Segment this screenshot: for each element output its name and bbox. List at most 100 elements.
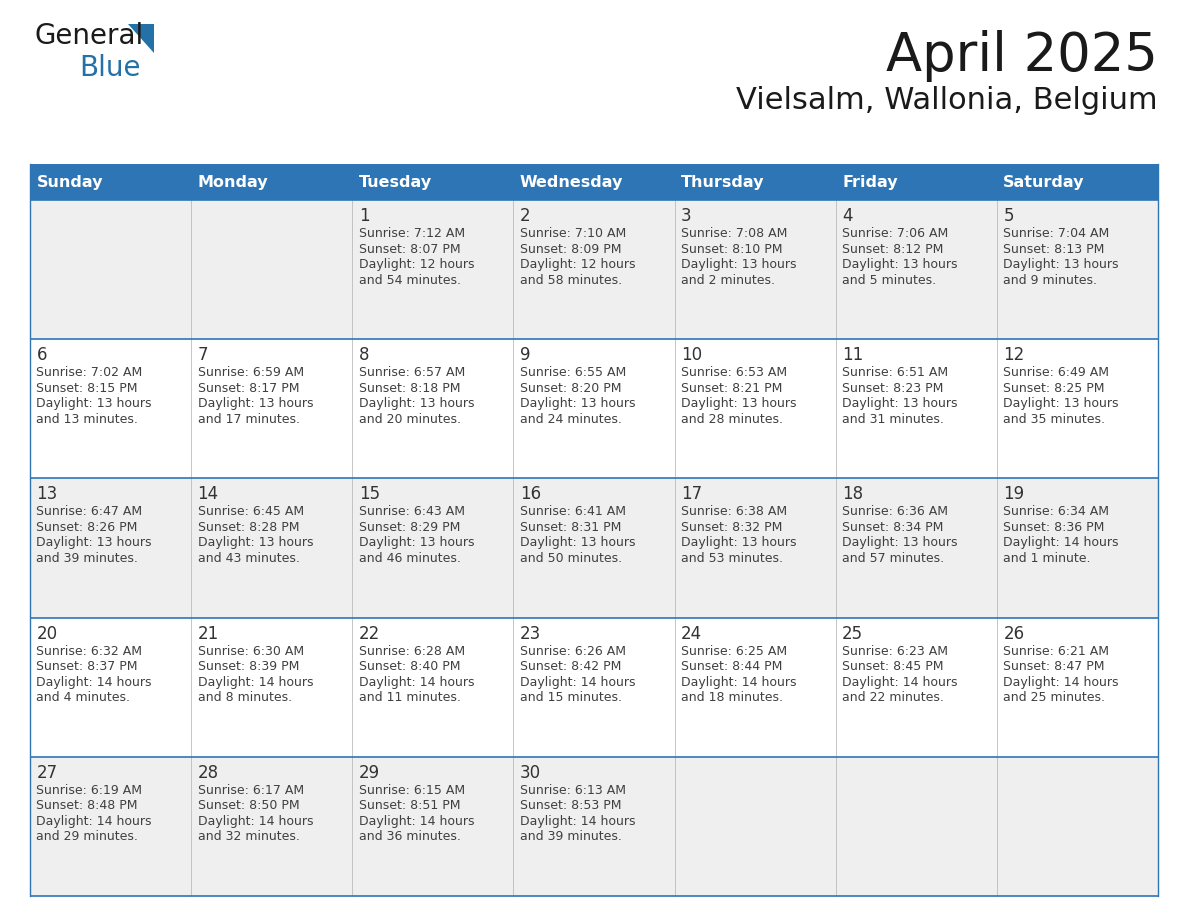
Text: 3: 3 (681, 207, 691, 225)
Text: Sunset: 8:42 PM: Sunset: 8:42 PM (520, 660, 621, 673)
Text: Sunset: 8:47 PM: Sunset: 8:47 PM (1004, 660, 1105, 673)
Text: 17: 17 (681, 486, 702, 503)
Text: and 57 minutes.: and 57 minutes. (842, 552, 944, 565)
Text: Sunset: 8:34 PM: Sunset: 8:34 PM (842, 521, 943, 534)
Text: Daylight: 14 hours: Daylight: 14 hours (842, 676, 958, 688)
Text: Sunrise: 6:53 AM: Sunrise: 6:53 AM (681, 366, 788, 379)
Polygon shape (128, 24, 154, 53)
Text: Sunrise: 7:02 AM: Sunrise: 7:02 AM (37, 366, 143, 379)
Text: Sunset: 8:18 PM: Sunset: 8:18 PM (359, 382, 460, 395)
Text: Monday: Monday (197, 174, 268, 189)
Text: 29: 29 (359, 764, 380, 782)
Text: April 2025: April 2025 (886, 30, 1158, 82)
Text: 30: 30 (520, 764, 541, 782)
Text: 15: 15 (359, 486, 380, 503)
Text: Sunset: 8:50 PM: Sunset: 8:50 PM (197, 800, 299, 812)
Text: Sunday: Sunday (37, 174, 103, 189)
Text: Daylight: 14 hours: Daylight: 14 hours (197, 676, 314, 688)
Text: Sunset: 8:26 PM: Sunset: 8:26 PM (37, 521, 138, 534)
Text: Sunrise: 7:06 AM: Sunrise: 7:06 AM (842, 227, 948, 240)
Text: Sunset: 8:44 PM: Sunset: 8:44 PM (681, 660, 783, 673)
Text: Daylight: 13 hours: Daylight: 13 hours (197, 536, 314, 549)
Bar (30, 164, 1158, 200)
Text: 11: 11 (842, 346, 864, 364)
Text: Saturday: Saturday (1004, 174, 1085, 189)
Text: Friday: Friday (842, 174, 898, 189)
Text: Sunrise: 6:32 AM: Sunrise: 6:32 AM (37, 644, 143, 657)
Text: Sunset: 8:45 PM: Sunset: 8:45 PM (842, 660, 943, 673)
Text: and 13 minutes.: and 13 minutes. (37, 413, 138, 426)
Text: 2: 2 (520, 207, 531, 225)
Text: 19: 19 (1004, 486, 1024, 503)
Text: Sunrise: 7:04 AM: Sunrise: 7:04 AM (1004, 227, 1110, 240)
Text: Daylight: 13 hours: Daylight: 13 hours (842, 536, 958, 549)
Text: Sunrise: 6:41 AM: Sunrise: 6:41 AM (520, 506, 626, 519)
Text: Sunrise: 6:30 AM: Sunrise: 6:30 AM (197, 644, 304, 657)
Text: Sunrise: 6:51 AM: Sunrise: 6:51 AM (842, 366, 948, 379)
Text: and 22 minutes.: and 22 minutes. (842, 691, 944, 704)
Text: and 18 minutes.: and 18 minutes. (681, 691, 783, 704)
Text: and 17 minutes.: and 17 minutes. (197, 413, 299, 426)
Text: Sunrise: 6:49 AM: Sunrise: 6:49 AM (1004, 366, 1110, 379)
Text: 23: 23 (520, 624, 541, 643)
Text: 24: 24 (681, 624, 702, 643)
Text: Sunset: 8:48 PM: Sunset: 8:48 PM (37, 800, 138, 812)
Text: Daylight: 13 hours: Daylight: 13 hours (520, 536, 636, 549)
Text: Sunset: 8:20 PM: Sunset: 8:20 PM (520, 382, 621, 395)
Text: Sunset: 8:32 PM: Sunset: 8:32 PM (681, 521, 783, 534)
Text: Sunset: 8:29 PM: Sunset: 8:29 PM (359, 521, 460, 534)
Text: 28: 28 (197, 764, 219, 782)
Text: and 32 minutes.: and 32 minutes. (197, 830, 299, 844)
Text: Daylight: 12 hours: Daylight: 12 hours (359, 258, 474, 271)
Text: Daylight: 14 hours: Daylight: 14 hours (37, 676, 152, 688)
Text: and 24 minutes.: and 24 minutes. (520, 413, 621, 426)
Text: Daylight: 13 hours: Daylight: 13 hours (842, 397, 958, 410)
Text: Sunrise: 7:10 AM: Sunrise: 7:10 AM (520, 227, 626, 240)
Text: Sunrise: 6:43 AM: Sunrise: 6:43 AM (359, 506, 465, 519)
Text: 26: 26 (1004, 624, 1024, 643)
Text: Sunrise: 6:25 AM: Sunrise: 6:25 AM (681, 644, 788, 657)
Text: 20: 20 (37, 624, 57, 643)
Text: and 36 minutes.: and 36 minutes. (359, 830, 461, 844)
Text: Blue: Blue (78, 54, 140, 82)
Text: 6: 6 (37, 346, 48, 364)
Text: and 39 minutes.: and 39 minutes. (520, 830, 621, 844)
Bar (30, 478, 1158, 618)
Text: 25: 25 (842, 624, 864, 643)
Text: and 28 minutes.: and 28 minutes. (681, 413, 783, 426)
Text: and 46 minutes.: and 46 minutes. (359, 552, 461, 565)
Text: Daylight: 13 hours: Daylight: 13 hours (1004, 397, 1119, 410)
Text: Sunrise: 6:19 AM: Sunrise: 6:19 AM (37, 784, 143, 797)
Text: Sunset: 8:25 PM: Sunset: 8:25 PM (1004, 382, 1105, 395)
Text: Sunset: 8:10 PM: Sunset: 8:10 PM (681, 242, 783, 255)
Text: Sunset: 8:21 PM: Sunset: 8:21 PM (681, 382, 783, 395)
Bar (30, 339, 1158, 478)
Text: Daylight: 13 hours: Daylight: 13 hours (681, 536, 796, 549)
Text: General: General (34, 22, 144, 50)
Text: 8: 8 (359, 346, 369, 364)
Text: 9: 9 (520, 346, 530, 364)
Text: Daylight: 12 hours: Daylight: 12 hours (520, 258, 636, 271)
Text: and 11 minutes.: and 11 minutes. (359, 691, 461, 704)
Text: and 35 minutes.: and 35 minutes. (1004, 413, 1105, 426)
Text: Tuesday: Tuesday (359, 174, 432, 189)
Text: and 29 minutes.: and 29 minutes. (37, 830, 138, 844)
Text: and 15 minutes.: and 15 minutes. (520, 691, 621, 704)
Text: Daylight: 13 hours: Daylight: 13 hours (1004, 258, 1119, 271)
Text: Sunrise: 6:34 AM: Sunrise: 6:34 AM (1004, 506, 1110, 519)
Text: 18: 18 (842, 486, 864, 503)
Text: Daylight: 14 hours: Daylight: 14 hours (520, 676, 636, 688)
Text: 21: 21 (197, 624, 219, 643)
Text: Sunrise: 7:12 AM: Sunrise: 7:12 AM (359, 227, 465, 240)
Text: Daylight: 14 hours: Daylight: 14 hours (1004, 676, 1119, 688)
Text: and 20 minutes.: and 20 minutes. (359, 413, 461, 426)
Text: and 54 minutes.: and 54 minutes. (359, 274, 461, 286)
Text: Sunset: 8:23 PM: Sunset: 8:23 PM (842, 382, 943, 395)
Text: Sunset: 8:39 PM: Sunset: 8:39 PM (197, 660, 299, 673)
Text: Daylight: 13 hours: Daylight: 13 hours (681, 397, 796, 410)
Text: Daylight: 13 hours: Daylight: 13 hours (681, 258, 796, 271)
Text: and 43 minutes.: and 43 minutes. (197, 552, 299, 565)
Text: 12: 12 (1004, 346, 1024, 364)
Text: Daylight: 13 hours: Daylight: 13 hours (520, 397, 636, 410)
Text: Sunrise: 6:21 AM: Sunrise: 6:21 AM (1004, 644, 1110, 657)
